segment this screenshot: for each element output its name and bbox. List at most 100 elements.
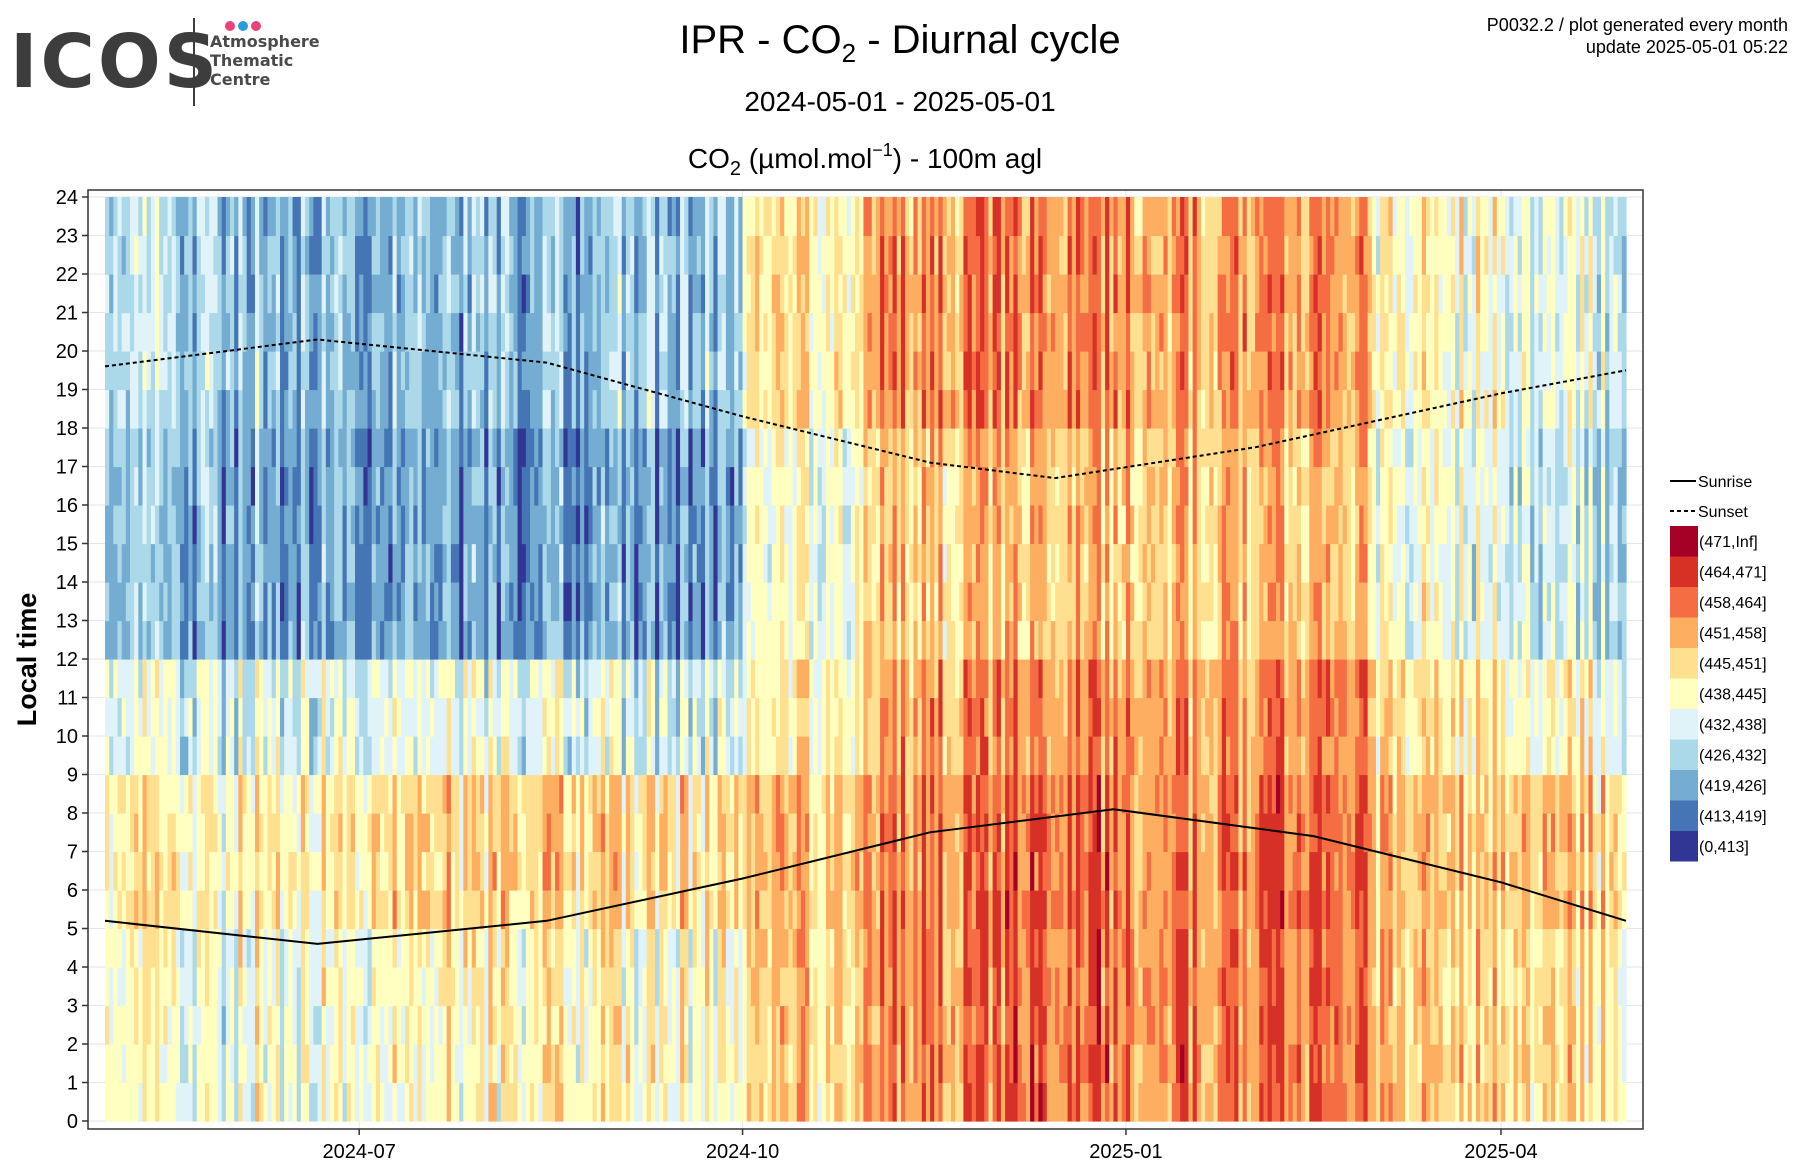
heatmap-cell [167, 312, 173, 352]
heatmap-cell [338, 1005, 344, 1045]
heatmap-cell [288, 967, 294, 1007]
heatmap-cell [113, 582, 119, 622]
heatmap-cell [209, 928, 214, 968]
heatmap-cell [738, 274, 744, 314]
heatmap-cell [888, 620, 894, 660]
heatmap-cell [342, 813, 348, 853]
heatmap-cell [788, 274, 794, 314]
heatmap-cell [734, 312, 740, 352]
heatmap-cell [167, 582, 173, 622]
heatmap-cell [130, 543, 135, 583]
heatmap-cell [209, 813, 214, 853]
heatmap-cell [484, 582, 489, 622]
heatmap-cell [880, 1082, 885, 1122]
heatmap-cell [692, 582, 698, 622]
heatmap-cell [834, 389, 840, 429]
heatmap-cell [588, 197, 594, 237]
heatmap-cell [300, 235, 306, 275]
heatmap-cell [238, 505, 244, 545]
heatmap-cell [684, 351, 689, 391]
heatmap-cell [809, 967, 815, 1007]
heatmap-cell [559, 890, 564, 930]
heatmap-cell [296, 928, 302, 968]
heatmap-cell [130, 1044, 135, 1084]
heatmap-cell [421, 235, 427, 275]
heatmap-cell [205, 697, 210, 737]
heatmap-cell [359, 1005, 364, 1045]
heatmap-cell [467, 928, 473, 968]
heatmap-cell [146, 1005, 152, 1045]
heatmap-cell [467, 967, 473, 1007]
heatmap-cell [225, 813, 231, 853]
heatmap-cell [430, 736, 435, 776]
heatmap-cell [367, 466, 373, 506]
heatmap-cell [259, 813, 264, 853]
heatmap-cell [338, 659, 344, 699]
heatmap-cell [642, 543, 648, 583]
heatmap-cell [430, 851, 435, 891]
heatmap-cell [363, 312, 369, 352]
heatmap-cell [605, 1044, 610, 1084]
heatmap-cell [209, 1044, 214, 1084]
heatmap-cell [188, 774, 194, 814]
heatmap-cell [321, 890, 327, 930]
heatmap-cell [430, 389, 435, 429]
heatmap-cell [330, 774, 335, 814]
heatmap-cell [534, 582, 539, 622]
heatmap-cell [284, 736, 289, 776]
heatmap-cell [784, 351, 790, 391]
heatmap-cell [746, 351, 752, 391]
heatmap-cell [246, 466, 252, 506]
heatmap-cell [646, 312, 652, 352]
heatmap-cell [809, 428, 815, 468]
heatmap-cell [521, 620, 527, 660]
heatmap-cell [821, 620, 827, 660]
heatmap-cell [909, 928, 915, 968]
heatmap-cell [409, 967, 414, 1007]
heatmap-cell [796, 351, 802, 391]
heatmap-cell [671, 967, 677, 1007]
heatmap-cell [850, 774, 856, 814]
heatmap-cell [192, 274, 198, 314]
heatmap-cell [196, 774, 202, 814]
heatmap-cell [500, 620, 506, 660]
heatmap-cell [200, 274, 206, 314]
heatmap-cell [425, 890, 431, 930]
heatmap-cell [884, 274, 890, 314]
heatmap-cell [130, 312, 135, 352]
heatmap-cell [146, 351, 152, 391]
heatmap-cell [384, 505, 389, 545]
heatmap-cell [225, 466, 231, 506]
heatmap-cell [775, 620, 781, 660]
heatmap-cell [475, 428, 481, 468]
heatmap-cell [859, 813, 865, 853]
heatmap-cell [505, 736, 510, 776]
heatmap-cell [921, 428, 927, 468]
heatmap-cell [421, 928, 427, 968]
heatmap-cell [600, 582, 606, 622]
heatmap-cell [221, 543, 227, 583]
heatmap-cell [175, 389, 181, 429]
heatmap-cell [667, 235, 673, 275]
logo-caption-line: Centre [210, 70, 271, 89]
heatmap-cell [655, 967, 660, 1007]
heatmap-cell [471, 1044, 477, 1084]
plot-title-superscript: −1 [872, 140, 893, 160]
heatmap-cell [567, 774, 573, 814]
heatmap-cell [305, 197, 310, 237]
heatmap-cell [913, 582, 919, 622]
heatmap-cell [217, 1005, 223, 1045]
heatmap-cell [580, 582, 585, 622]
heatmap-cell [600, 736, 606, 776]
heatmap-cell [438, 620, 444, 660]
heatmap-cell [200, 697, 206, 737]
heatmap-cell [709, 312, 714, 352]
heatmap-cell [663, 890, 669, 930]
heatmap-cell [367, 1082, 373, 1122]
heatmap-cell [725, 466, 731, 506]
heatmap-cell [567, 351, 573, 391]
heatmap-cell [163, 351, 169, 391]
heatmap-cell [321, 1044, 327, 1084]
heatmap-cell [638, 659, 644, 699]
heatmap-cell [938, 1082, 944, 1122]
